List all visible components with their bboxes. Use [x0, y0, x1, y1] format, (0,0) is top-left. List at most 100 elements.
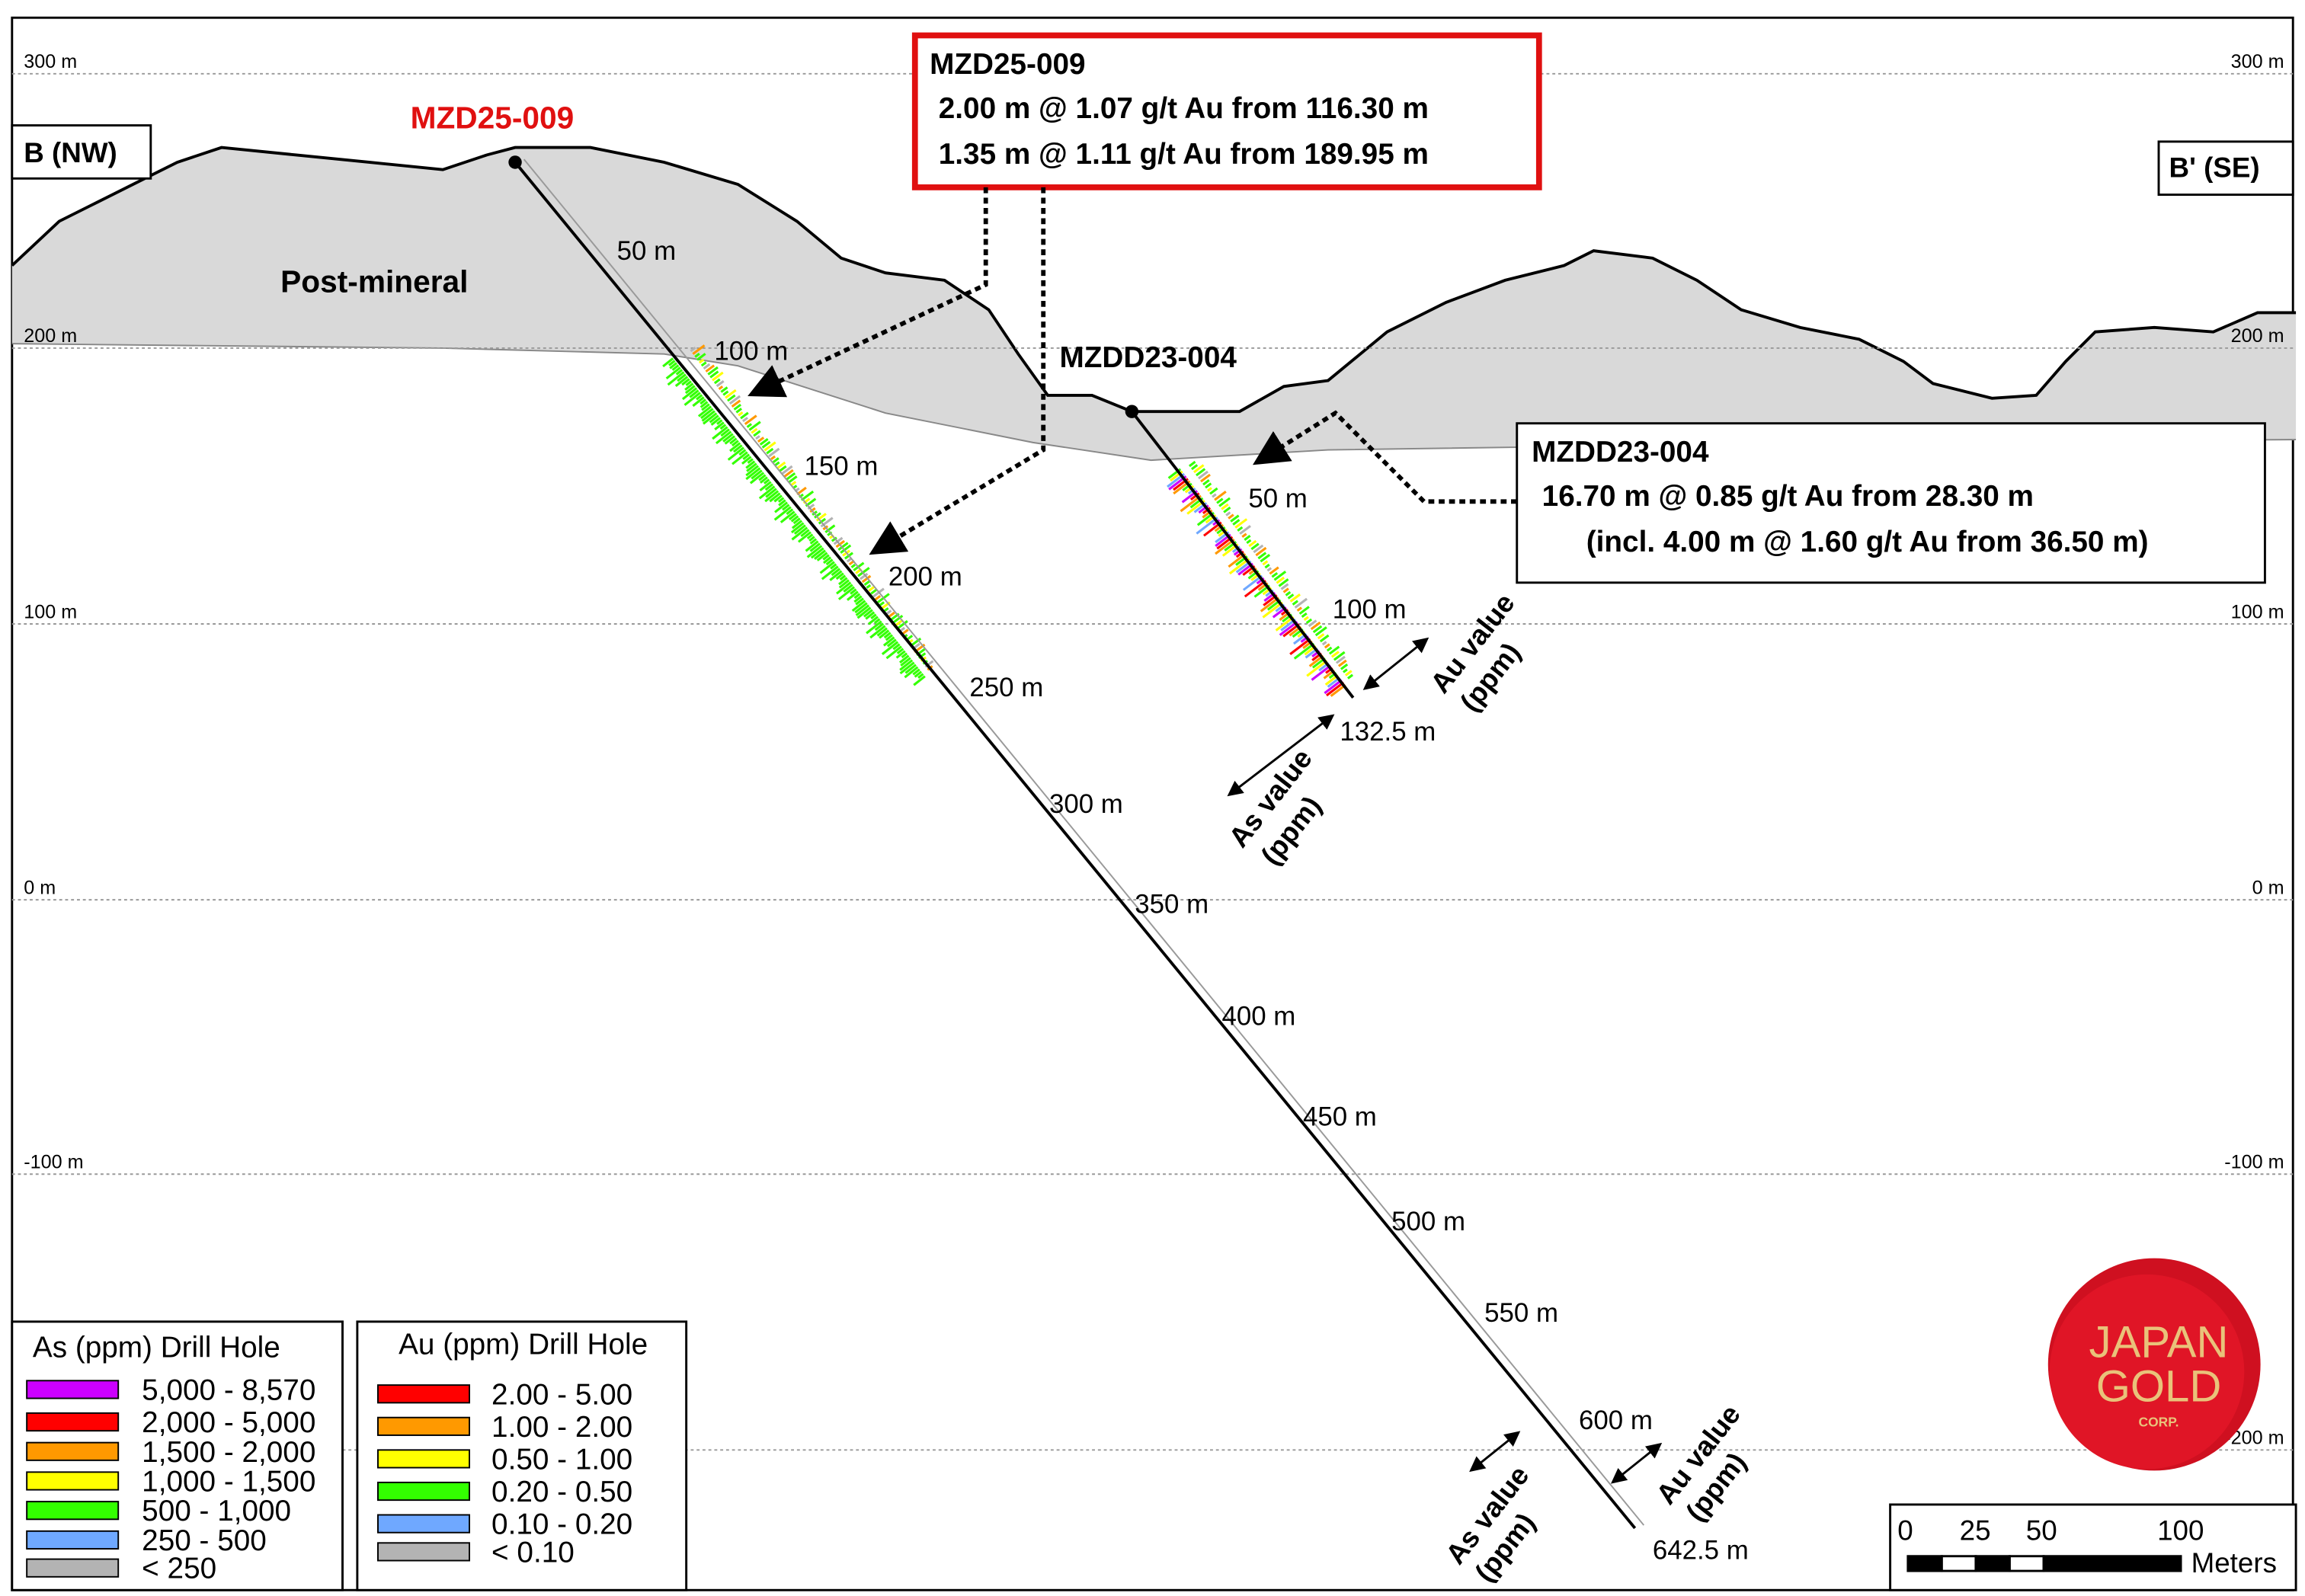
geochem-bar [857, 567, 870, 577]
geochem-bar [870, 613, 877, 619]
geochem-bar [853, 593, 861, 600]
geochem-bar [1280, 583, 1289, 590]
elevation-label: 200 m [24, 325, 77, 347]
geochem-bar [1293, 642, 1315, 660]
geochem-bar [681, 378, 690, 386]
geochem-bar [836, 581, 852, 595]
geochem-bar [669, 362, 677, 369]
geochem-bar [886, 638, 897, 648]
geochem-bar [1303, 616, 1309, 622]
legend-label: 5,000 - 8,570 [142, 1374, 315, 1406]
geochem-bar [1308, 619, 1317, 628]
geochem-bar [770, 455, 776, 461]
geochem-bar [1310, 621, 1321, 631]
geochem-bar [1328, 645, 1340, 655]
geochem-bar [692, 344, 706, 355]
callout-line: 1.35 m @ 1.11 g/t Au from 189.95 m [939, 138, 1429, 171]
geochem-bar [1266, 567, 1273, 572]
geochem-bar [851, 600, 866, 612]
geochem-bar [1228, 513, 1234, 520]
geochem-bar [856, 606, 872, 619]
geochem-bar [759, 481, 772, 492]
geochem-bar [759, 476, 768, 484]
geochem-bar [1216, 497, 1224, 504]
geochem-bar [720, 386, 728, 393]
geochem-bar [751, 427, 758, 434]
geochem-bar [866, 620, 882, 635]
geochem-bar [745, 465, 759, 477]
collar [508, 155, 522, 169]
callout-line: 16.70 m @ 0.85 g/t Au from 28.30 m [1542, 480, 2034, 513]
geochem-bar [790, 522, 805, 534]
geochem-bar [869, 625, 886, 639]
geochem-bar [831, 568, 841, 577]
geochem-bar [722, 433, 734, 443]
geochem-bar [707, 366, 719, 376]
elevation-label: 300 m [24, 51, 77, 72]
callout-title: MZDD23-004 [1532, 436, 1709, 469]
geochem-bar [835, 539, 846, 549]
geochem-bar [1275, 616, 1295, 632]
section-end-box [2157, 140, 2294, 197]
depth-label: 200 m [888, 562, 962, 592]
geochem-bar [712, 426, 728, 440]
geochem-bar [732, 451, 748, 465]
geochem-bar [718, 385, 724, 390]
geochem-bar [853, 595, 863, 603]
legend-label: 500 - 1,000 [142, 1495, 291, 1527]
elevation-label: 300 m [2231, 51, 2284, 72]
geochem-bar [783, 469, 794, 478]
geochem-bar [1314, 626, 1327, 637]
geochem-bar [1230, 514, 1240, 523]
geochem-bar [777, 497, 785, 503]
drill-hole-trace-shadow [523, 158, 1645, 1526]
section-start: B (NW) [24, 137, 117, 168]
legend-label: 1,000 - 1,500 [142, 1466, 315, 1498]
geochem-bar [786, 508, 794, 516]
geochem-bar [1289, 593, 1301, 603]
geochem-bar [859, 572, 869, 581]
geochem-bar [764, 483, 774, 491]
geochem-bar [684, 385, 696, 395]
callout-title: MZD25-009 [930, 48, 1085, 81]
geochem-bar [1317, 633, 1325, 640]
geochem-bar [776, 461, 786, 469]
geochem-bar [838, 577, 848, 586]
geochem-bar [876, 627, 888, 637]
geochem-bar [780, 510, 796, 523]
geochem-bar [763, 478, 770, 485]
geochem-bar [914, 670, 923, 678]
geochem-bar [809, 538, 818, 545]
geochem-bar [1347, 673, 1354, 680]
geochem-bar [1207, 487, 1212, 492]
callout-box [911, 32, 1542, 190]
geochem-bar [833, 536, 844, 545]
geochem-bar [745, 467, 761, 481]
geochem-bar [747, 458, 754, 464]
geochem-bar [766, 447, 774, 455]
geochem-bar [883, 632, 892, 639]
geochem-bar [689, 389, 700, 398]
geochem-bar [700, 361, 707, 367]
geochem-bar [1337, 659, 1347, 667]
geochem-bar [1282, 587, 1289, 593]
geochem-bar [809, 507, 816, 513]
geochem-bar [870, 588, 878, 595]
geochem-bar [746, 462, 757, 472]
geochem-bar [896, 620, 908, 630]
section-end-box [11, 124, 152, 180]
geochem-bar [716, 379, 725, 388]
geochem-bar [1311, 664, 1332, 681]
geochem-bar [1209, 487, 1218, 495]
geochem-bar [700, 401, 709, 408]
geochem-bar [824, 524, 836, 533]
geochem-bar [772, 457, 780, 463]
geochem-bar [684, 382, 694, 391]
geochem-bar [769, 492, 781, 503]
geochem-bar [1294, 597, 1308, 609]
post-mineral-unit [11, 147, 2297, 461]
geochem-bar [779, 465, 787, 472]
geochem-bar [855, 597, 864, 606]
geochem-bar [846, 557, 852, 563]
geochem-bar [1305, 618, 1313, 625]
